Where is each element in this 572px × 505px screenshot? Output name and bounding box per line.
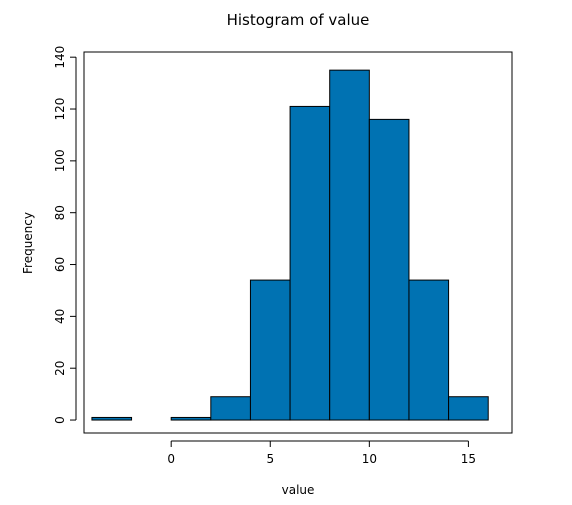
y-axis-label: Frequency: [21, 212, 35, 274]
histogram-bar: [249, 279, 291, 421]
x-tick-label: 0: [167, 452, 175, 466]
histogram-bar: [448, 396, 489, 421]
x-tick-label: 10: [362, 452, 377, 466]
x-tick-label: 5: [266, 452, 274, 466]
y-tick-label: 100: [53, 149, 67, 172]
y-tick-label: 60: [53, 257, 67, 272]
x-tick-label: 15: [461, 452, 476, 466]
histogram-bar: [329, 69, 370, 421]
x-axis-label: value: [282, 483, 315, 497]
plot-area-border: [83, 51, 513, 434]
x-axis-ticks: 0 5 10 15: [167, 441, 476, 466]
y-tick-label: 0: [53, 416, 67, 424]
y-tick-label: 120: [53, 98, 67, 121]
y-tick-label: 20: [53, 361, 67, 376]
histogram-bar: [91, 416, 133, 421]
bars-group: [91, 69, 489, 421]
histogram-bar: [368, 118, 410, 421]
histogram-bar: [289, 105, 331, 421]
histogram-bar: [170, 416, 212, 421]
histogram-bar: [408, 279, 450, 421]
chart-title: Histogram of value: [227, 11, 370, 29]
y-tick-label: 80: [53, 205, 67, 220]
y-tick-label: 40: [53, 309, 67, 324]
y-axis-ticks: 0 20 40 60 80 100 120 140: [53, 46, 76, 424]
histogram-bar: [210, 396, 251, 421]
y-tick-label: 140: [53, 46, 67, 69]
